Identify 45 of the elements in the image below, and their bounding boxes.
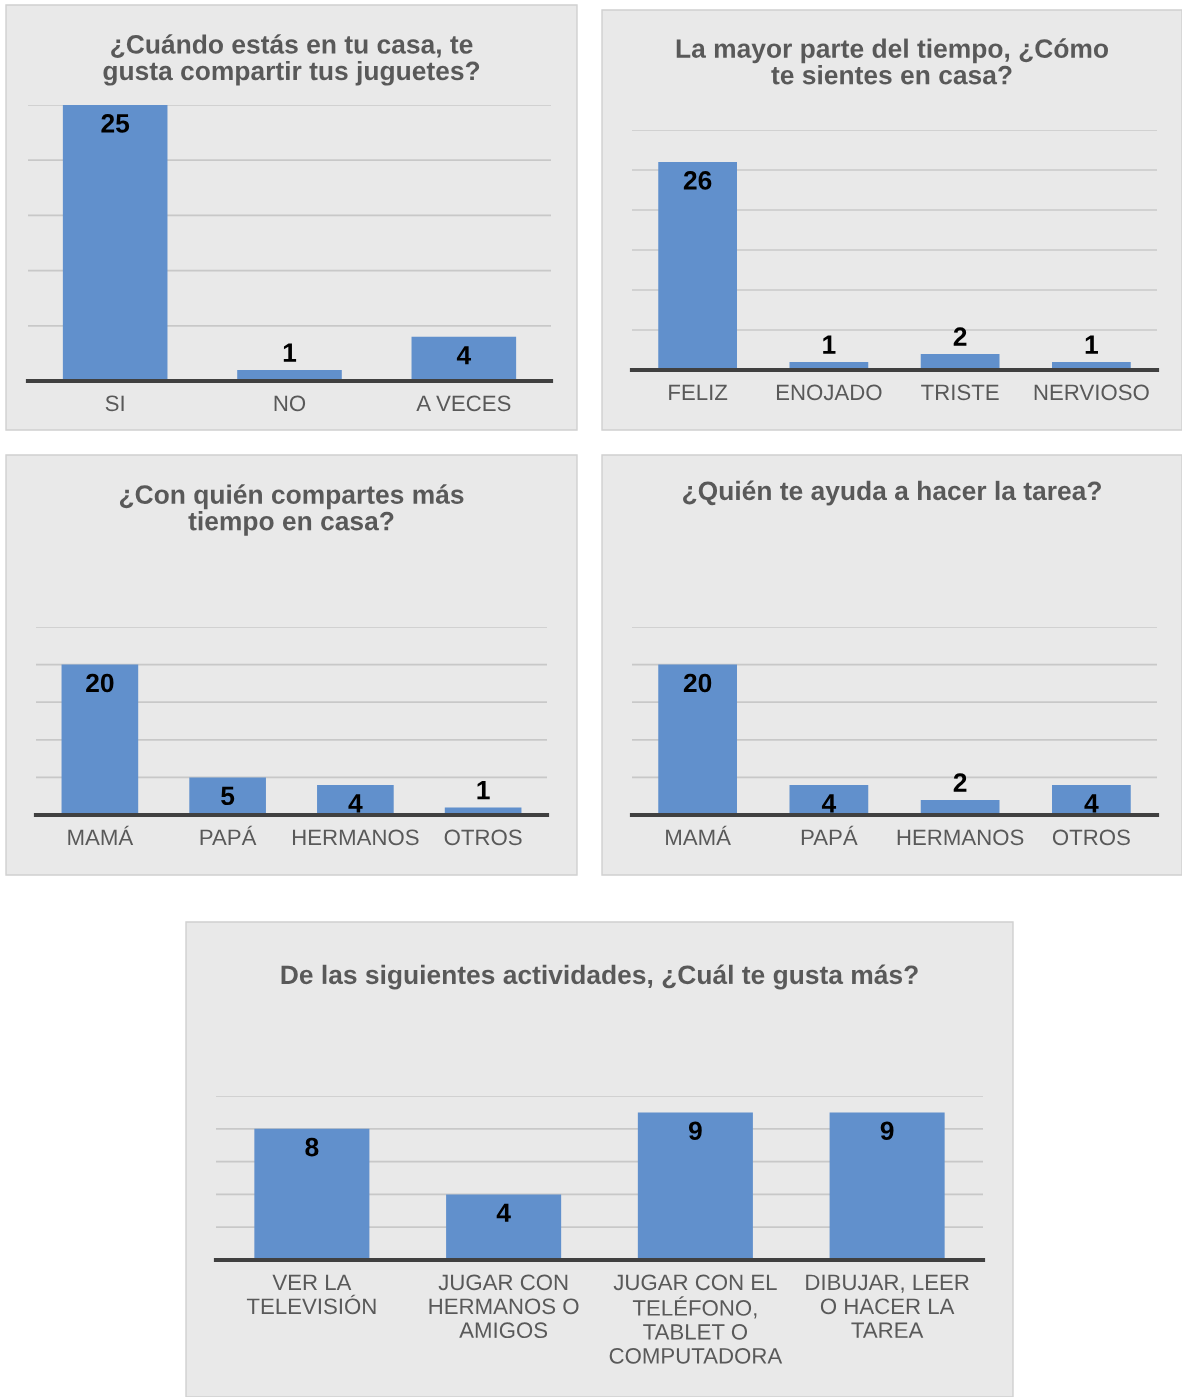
x-tick-label: ENOJADO <box>776 384 882 401</box>
data-label: 8 <box>305 1137 319 1157</box>
data-label: 25 <box>101 114 130 133</box>
x-tick-label: FELIZ <box>669 384 728 400</box>
data-label: 5 <box>221 786 235 806</box>
x-tick-label: PAPÁ <box>200 825 257 845</box>
data-label: 2 <box>953 327 967 346</box>
x-tick-label: MAMÁ <box>68 825 134 845</box>
x-tick-label: OTROS <box>1052 829 1130 846</box>
data-label: 4 <box>348 794 363 813</box>
x-tick-label: OTROS <box>444 829 522 846</box>
x-tick-label: A VECES <box>416 395 511 412</box>
data-label: 4 <box>1084 794 1099 813</box>
data-label: 4 <box>496 1203 511 1222</box>
data-label: 26 <box>683 171 712 190</box>
x-tick-label: NO <box>274 395 306 412</box>
data-label: 9 <box>880 1121 894 1141</box>
data-label: 4 <box>821 794 837 813</box>
x-tick-label: TRISTE <box>921 384 999 401</box>
data-label: 1 <box>283 343 297 362</box>
x-tick-label: PAPÁ <box>801 825 858 845</box>
x-tick-label: VER LA TELEVISIÓN <box>246 1274 376 1315</box>
data-label: 1 <box>1085 335 1098 354</box>
x-tick-label: SI <box>105 395 124 412</box>
data-label: 20 <box>683 673 712 693</box>
data-label: 20 <box>86 673 114 693</box>
chart-title: ¿Cuándo estás en tu casa, te gusta compartir tus juguetes? <box>103 34 480 86</box>
x-tick-label: JUGAR CON EL TELÉFONO, TABLET O COMPUTADORA <box>609 1274 783 1364</box>
x-tick-label: NERVIOSO <box>1034 384 1149 401</box>
data-label: 1 <box>823 335 836 354</box>
data-label: 1 <box>477 781 490 800</box>
bar <box>61 664 139 815</box>
data-label: 9 <box>688 1121 702 1141</box>
data-label: 2 <box>953 773 967 792</box>
chart-title: ¿Con quién compartes más tiempo en casa? <box>119 484 464 536</box>
chart-title: La mayor parte del tiempo, ¿Cómo te sientes en casa? <box>676 38 1108 85</box>
chart-title: De las siguientes actividades, ¿Cuál te gusta más? <box>281 964 918 990</box>
x-tick-label: HERMANOS <box>897 829 1024 846</box>
x-tick-label: JUGAR CON HERMANOS O AMIGOS <box>429 1274 579 1339</box>
x-tick-label: DIBUJAR, LEER O HACER LA TAREA <box>806 1274 969 1338</box>
bar <box>189 777 266 815</box>
chart-title: ¿Quién te ayuda a hacer la tarea? <box>683 480 1101 506</box>
x-tick-label: MAMÁ <box>666 825 731 845</box>
x-tick-label: HERMANOS <box>292 829 419 846</box>
data-label: 4 <box>456 346 472 365</box>
